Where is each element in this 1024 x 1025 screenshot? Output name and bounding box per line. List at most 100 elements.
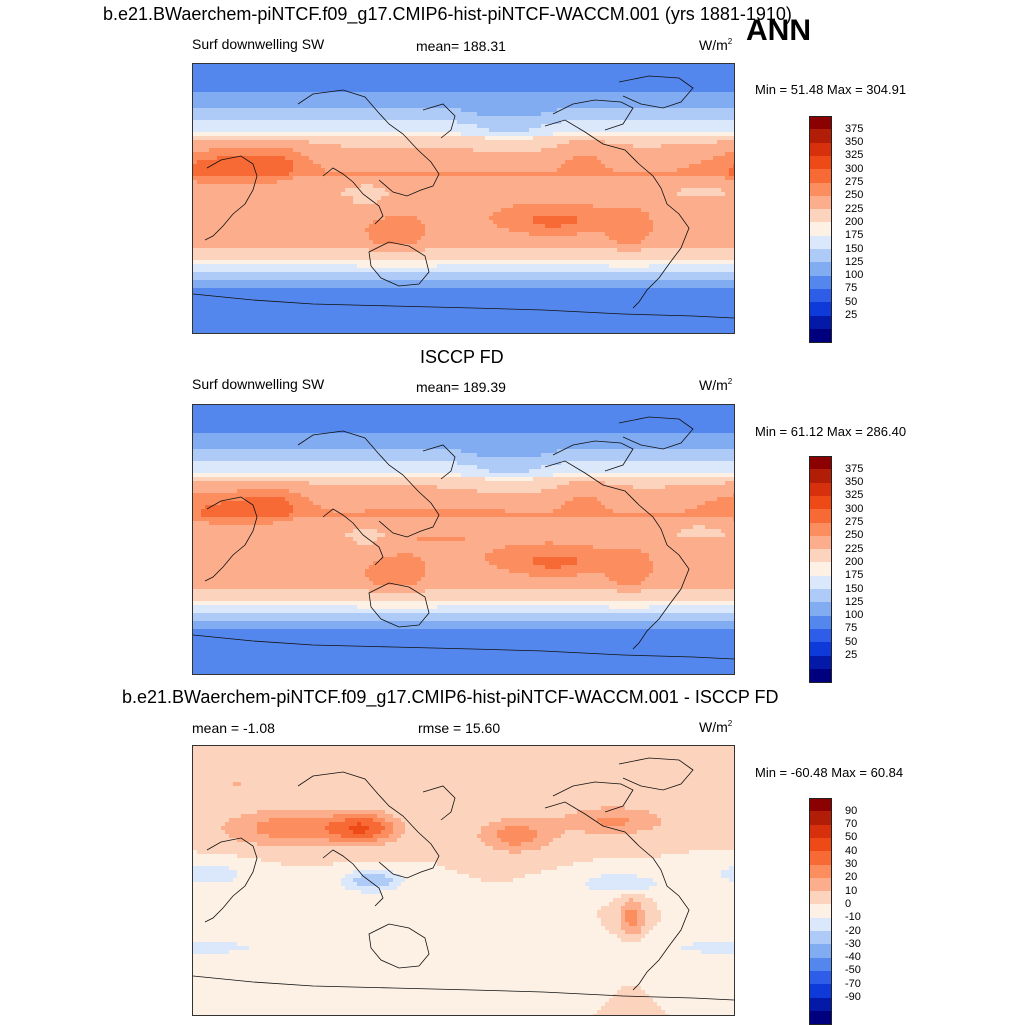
field-cell [317,108,322,113]
field-cell [477,108,482,113]
field-cell [461,136,466,141]
field-cell [389,88,394,93]
field-cell [561,84,566,89]
field-cell [577,68,582,73]
field-cell [517,144,522,149]
field-cell [585,80,590,85]
field-cell [365,156,370,161]
field-cell [565,184,570,189]
field-cell [545,140,550,145]
field-cell [713,92,718,97]
field-cell [493,88,498,93]
field-cell [493,64,498,69]
field-cell [297,196,302,201]
field-cell [441,124,446,129]
field-cell [401,100,406,105]
field-cell [321,124,326,129]
field-cell [225,92,230,97]
field-cell [529,100,534,105]
field-cell [725,76,730,81]
field-cell [257,76,262,81]
field-cell [545,208,550,213]
field-cell [273,72,278,77]
field-cell [657,76,662,81]
field-cell [329,208,334,213]
field-cell [565,204,570,209]
field-cell [665,96,670,101]
field-cell [617,76,622,81]
field-cell [457,72,462,77]
field-cell [413,84,418,89]
field-cell [641,140,646,145]
field-cell [433,156,438,161]
field-cell [221,208,226,213]
field-cell [345,188,350,193]
field-cell [401,208,406,213]
field-cell [349,72,354,77]
field-cell [289,116,294,121]
field-cell [217,176,222,181]
field-cell [601,92,606,97]
field-cell [529,116,534,121]
field-cell [529,192,534,197]
field-cell [217,144,222,149]
field-cell [701,96,706,101]
field-cell [649,64,654,69]
field-cell [665,160,670,165]
field-cell [269,76,274,81]
field-cell [209,80,214,85]
field-cell [561,196,566,201]
field-cell [489,144,494,149]
field-cell [569,156,574,161]
field-cell [325,124,330,129]
field-cell [309,184,314,189]
field-cell [569,108,574,113]
field-cell [661,108,666,113]
field-cell [205,128,210,133]
field-cell [653,120,658,125]
field-cell [629,132,634,137]
field-cell [445,180,450,185]
field-cell [209,68,214,73]
field-cell [553,132,558,137]
field-cell [497,104,502,109]
field-cell [569,180,574,185]
field-cell [437,160,442,165]
field-cell [533,128,538,133]
field-cell [341,140,346,145]
field-cell [577,200,582,205]
field-cell [449,68,454,73]
field-cell [521,172,526,177]
field-cell [553,128,558,133]
field-cell [621,128,626,133]
field-cell [349,200,354,205]
field-cell [697,172,702,177]
field-cell [633,104,638,109]
field-cell [489,124,494,129]
field-cell [337,144,342,149]
field-cell [469,148,474,153]
field-cell [445,196,450,201]
field-cell [609,64,614,69]
field-cell [221,92,226,97]
field-cell [197,152,202,157]
field-cell [677,92,682,97]
field-cell [581,140,586,145]
field-cell [417,100,422,105]
field-cell [709,188,714,193]
field-cell [305,68,310,73]
field-cell [277,84,282,89]
field-cell [577,96,582,101]
field-cell [409,160,414,165]
field-cell [529,112,534,117]
field-cell [405,80,410,85]
field-cell [453,136,458,141]
field-cell [321,136,326,141]
field-cell [733,156,734,161]
field-cell [585,180,590,185]
field-cell [349,184,354,189]
field-cell [553,160,558,165]
field-cell [681,172,686,177]
field-cell [309,92,314,97]
field-cell [729,136,734,141]
